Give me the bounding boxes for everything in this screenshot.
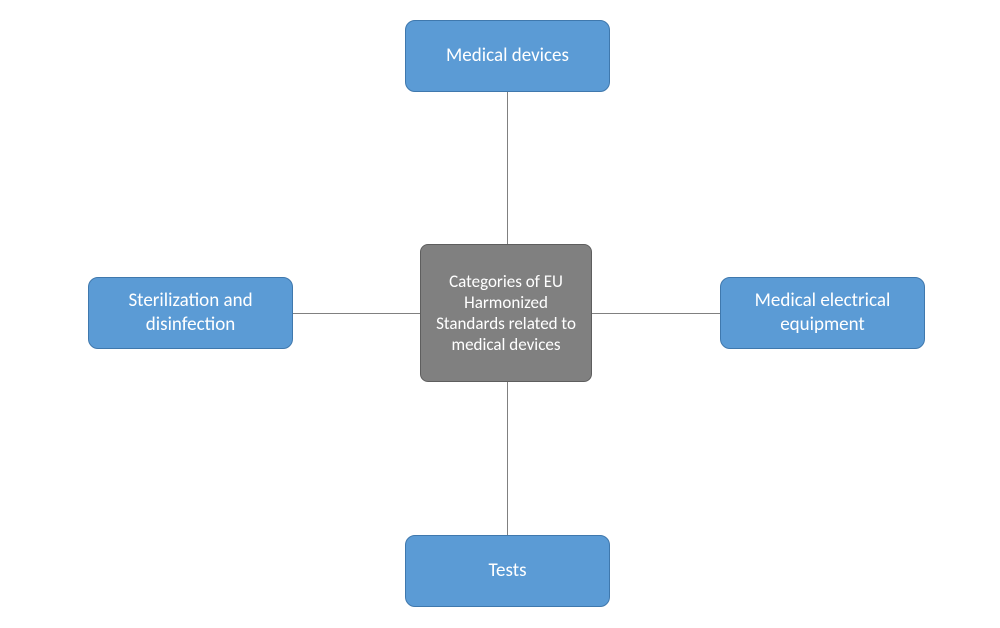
node-tests: Tests (405, 535, 610, 607)
center-node: Categories of EU Harmonized Standards re… (420, 244, 592, 382)
node-label: Medical devices (446, 44, 569, 68)
connector-left (293, 313, 420, 314)
node-label: Tests (488, 559, 526, 583)
node-label: Medical electrical equipment (731, 289, 914, 337)
connector-right (592, 313, 720, 314)
node-label: Sterilization and disinfection (99, 289, 282, 337)
node-medical-electrical-equipment: Medical electrical equipment (720, 277, 925, 349)
connector-top (507, 92, 508, 244)
diagram-stage: Categories of EU Harmonized Standards re… (0, 0, 1000, 628)
connector-bottom (507, 382, 508, 535)
center-node-label: Categories of EU Harmonized Standards re… (431, 271, 581, 356)
node-sterilization-disinfection: Sterilization and disinfection (88, 277, 293, 349)
node-medical-devices: Medical devices (405, 20, 610, 92)
